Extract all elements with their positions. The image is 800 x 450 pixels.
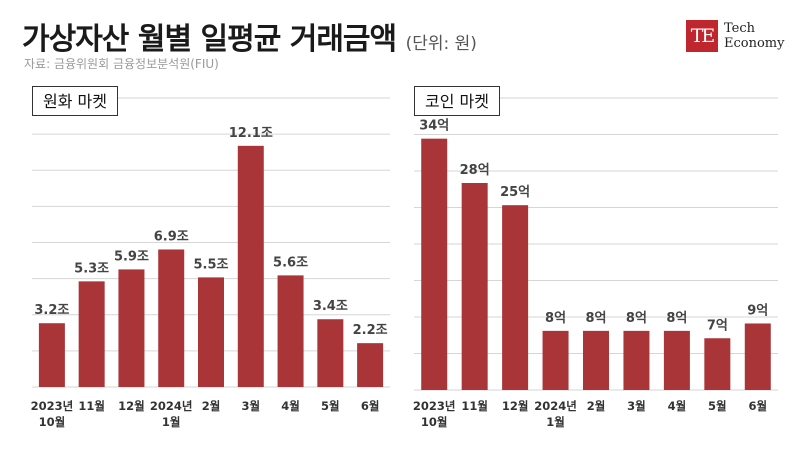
tick-label-krw-6: 4월 [281, 399, 300, 413]
value-label-krw-7: 3.4조 [313, 299, 348, 314]
value-label-coin-8: 9억 [747, 303, 768, 318]
value-label-krw-6: 5.6조 [273, 255, 308, 270]
value-label-coin-1: 28억 [460, 163, 490, 178]
logo-wordmark: Tech Economy [724, 21, 784, 51]
bar-krw-6 [277, 275, 304, 387]
bar-coin-7 [704, 338, 731, 390]
tick-label-krw-4: 2월 [202, 399, 221, 413]
bar-krw-8 [357, 343, 384, 387]
bar-krw-1 [78, 281, 105, 387]
source-text: 자료: 금융위원회 금융정보분석원(FIU) [24, 57, 219, 71]
tick-label-coin-6: 4월 [668, 399, 687, 413]
value-label-krw-2: 5.9조 [114, 249, 149, 264]
tick-label-coin-0: 10월 [421, 415, 448, 429]
bar-coin-4 [583, 330, 609, 390]
bar-coin-8 [744, 323, 771, 390]
chart-coin: 34억 2023년 10월 28억 11월 25억 12월 8억 2024년 1월 8억 2월 8억 3월… [413, 97, 778, 429]
bar-krw-2 [118, 269, 145, 387]
tick-label-coin-2: 12월 [502, 399, 529, 413]
tick-label-coin-5: 3월 [627, 399, 646, 413]
value-label-coin-0: 34억 [419, 119, 449, 134]
chart-title: 가상자산 월별 일평균 거래금액 (단위: 원) [22, 14, 477, 58]
panel-label-krw: 원화 마켓 [32, 86, 118, 116]
panel-label-coin: 코인 마켓 [414, 86, 500, 116]
bar-coin-2 [502, 205, 529, 390]
value-label-krw-0: 3.2조 [34, 303, 69, 318]
tick-label-krw-7: 5월 [321, 399, 340, 413]
tick-label-krw-0: 2023년 [31, 399, 74, 413]
value-label-coin-6: 8억 [666, 311, 687, 326]
tick-label-coin-3: 1월 [546, 415, 565, 429]
bar-krw-4 [198, 277, 224, 387]
value-label-coin-4: 8억 [585, 311, 606, 326]
bar-krw-5 [237, 145, 264, 387]
bar-coin-1 [461, 183, 488, 390]
tick-label-coin-8: 6월 [748, 399, 767, 413]
tick-label-coin-7: 5월 [708, 399, 727, 413]
tick-label-krw-5: 3월 [241, 399, 260, 413]
bar-krw-3 [158, 249, 185, 387]
tick-label-coin-0: 2023년 [413, 399, 456, 413]
value-label-krw-5: 12.1조 [229, 126, 273, 141]
value-label-coin-7: 7억 [707, 318, 728, 333]
bar-coin-5 [623, 330, 650, 390]
logo-line1: Tech [724, 21, 756, 36]
tick-label-krw-1: 11월 [78, 399, 105, 413]
logo-line2: Economy [724, 36, 785, 51]
unit-text: (단위: 원) [405, 34, 477, 54]
bar-coin-6 [663, 330, 690, 390]
value-label-krw-8: 2.2조 [353, 323, 388, 338]
value-label-krw-3: 6.9조 [154, 229, 189, 244]
bar-krw-7 [317, 319, 344, 387]
value-label-coin-5: 8억 [626, 311, 647, 326]
tick-label-krw-0: 10월 [39, 415, 66, 429]
bar-coin-3 [542, 330, 569, 390]
bar-krw-0 [38, 323, 65, 387]
tick-label-krw-3: 2024년 [150, 399, 193, 413]
value-label-coin-3: 8억 [545, 311, 566, 326]
bar-coin-0 [421, 138, 448, 390]
value-label-krw-4: 5.5조 [194, 257, 229, 272]
tick-label-coin-4: 2월 [587, 399, 606, 413]
title-text: 가상자산 월별 일평균 거래금액 [22, 22, 397, 57]
tick-label-krw-3: 1월 [162, 415, 181, 429]
tech-economy-logo: TE Tech Economy [686, 20, 786, 54]
tick-label-coin-3: 2024년 [534, 399, 577, 413]
tick-label-coin-1: 11월 [461, 399, 488, 413]
tick-label-krw-2: 12월 [118, 399, 145, 413]
tick-label-krw-8: 6월 [361, 399, 380, 413]
chart-krw: 3.2조 2023년 10월 5.3조 11월 5.9조 12월 6.9조 2024년 1월 5.5… [31, 97, 390, 429]
value-label-coin-2: 25억 [500, 185, 530, 200]
value-label-krw-1: 5.3조 [74, 261, 109, 276]
logo-mark: TE [686, 20, 718, 52]
